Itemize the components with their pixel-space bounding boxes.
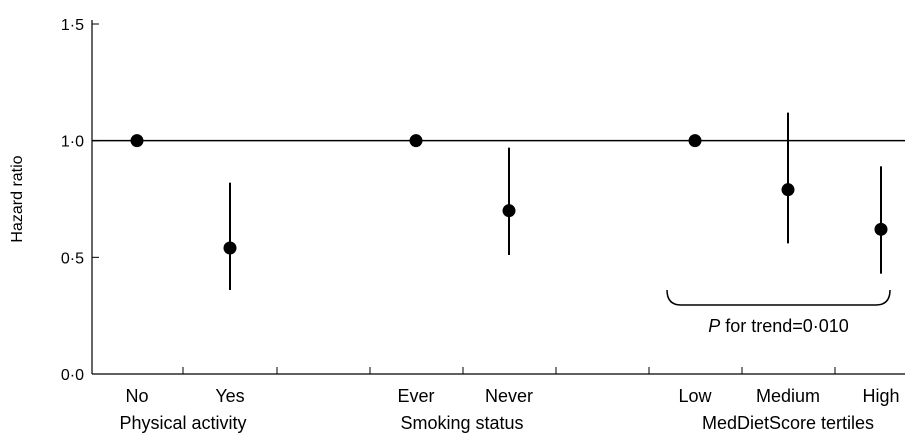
axis-labels: 0·0 0·5 1·0 1·5 Hazard ratio No Yes Physical ac… [9,17,900,433]
hr-point [223,241,237,255]
hr-point [688,134,702,148]
y-tick-label: 1·5 [61,17,84,34]
hr-point [874,222,888,236]
x-group-label: Physical activity [119,413,246,433]
hr-point [502,204,516,218]
hr-point [409,134,423,148]
data-marks [92,112,905,306]
x-category-label: Medium [756,386,820,406]
y-tick-label: 1·0 [61,134,84,151]
x-category-label: No [125,386,148,406]
x-category-label: Never [485,386,533,406]
trend-bracket [666,289,891,306]
y-tick-label: 0·0 [61,367,84,384]
y-axis-title: Hazard ratio [9,155,26,242]
x-group-label: Smoking status [400,413,523,433]
x-category-label: Ever [397,386,434,406]
p-trend-annotation: P for trend=0·010 [708,316,849,336]
hr-point [781,183,795,197]
p-trend-text: for trend=0·010 [720,316,849,336]
x-category-label: High [862,386,899,406]
p-label: P [708,316,720,336]
hr-point [130,134,144,148]
y-tick-label: 0·5 [61,250,84,267]
x-category-label: Yes [215,386,244,406]
x-category-label: Low [678,386,712,406]
x-group-label: MedDietScore tertiles [702,413,874,433]
axes [91,20,905,375]
